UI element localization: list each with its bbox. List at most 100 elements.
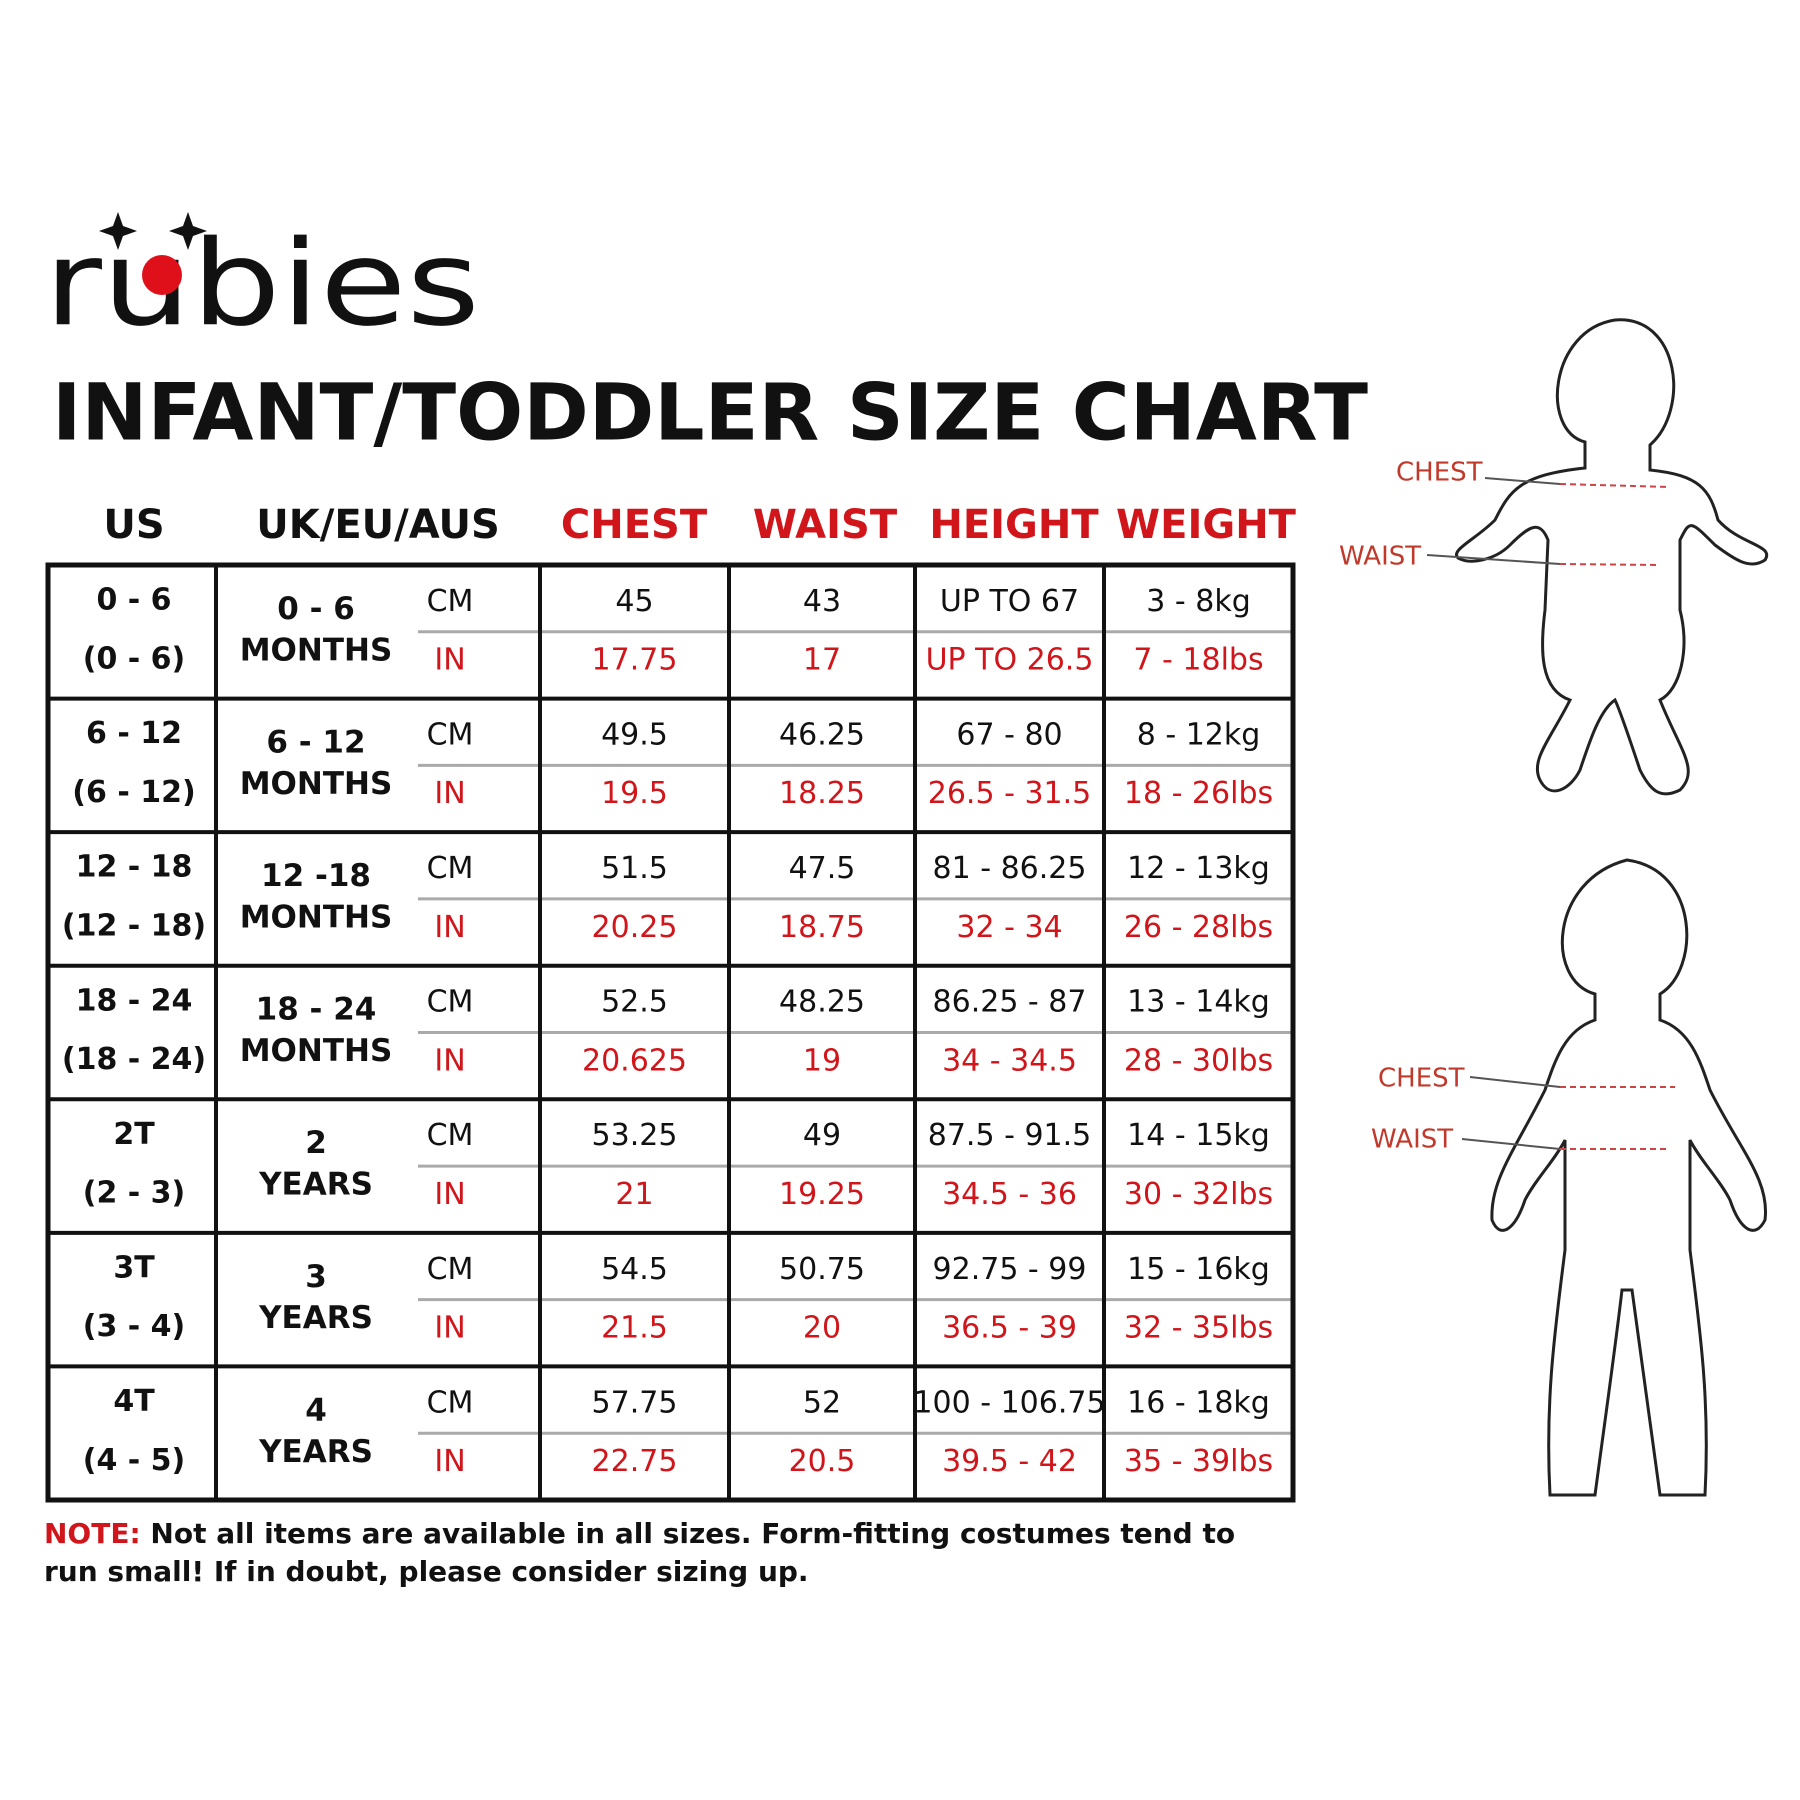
- unit: IN: [434, 1311, 465, 1346]
- in-value: 36.5 - 39: [942, 1311, 1077, 1346]
- uk-size: YEARS: [258, 1300, 373, 1336]
- in-value: 28 - 30lbs: [1124, 1043, 1273, 1078]
- in-value: 39.5 - 42: [942, 1444, 1077, 1479]
- uk-size: YEARS: [258, 1167, 373, 1203]
- table-border: [45, 562, 1296, 1503]
- us-size: 4T: [113, 1384, 155, 1419]
- uk-size: MONTHS: [240, 1033, 393, 1069]
- uk-size: MONTHS: [240, 766, 393, 802]
- column-header: WEIGHT: [1116, 502, 1297, 548]
- column-header: WAIST: [753, 502, 898, 548]
- in-value: 19: [803, 1043, 841, 1078]
- unit: CM: [427, 584, 474, 619]
- measure-label: CHEST: [1396, 458, 1483, 488]
- us-size: 0 - 6: [96, 583, 171, 618]
- us-size: (2 - 3): [83, 1176, 186, 1211]
- in-value: 18.75: [779, 910, 865, 945]
- brand-logo: rubies: [44, 214, 480, 352]
- note-text: Not all items are available in all sizes…: [44, 1517, 1236, 1588]
- cm-value: UP TO 67: [940, 584, 1079, 619]
- cm-value: 8 - 12kg: [1137, 717, 1261, 752]
- cm-value: 43: [803, 584, 841, 619]
- unit: IN: [434, 1177, 465, 1212]
- us-size: 18 - 24: [76, 983, 193, 1018]
- cm-value: 3 - 8kg: [1146, 584, 1251, 619]
- cm-value: 14 - 15kg: [1127, 1118, 1270, 1153]
- in-value: 34.5 - 36: [942, 1177, 1077, 1212]
- toddler-outline: [1490, 858, 1768, 1497]
- logo-stars: [99, 212, 207, 250]
- us-size: (4 - 5): [83, 1443, 186, 1478]
- in-value: 21: [615, 1177, 653, 1212]
- cm-value: 46.25: [779, 717, 865, 752]
- us-size: 2T: [113, 1117, 155, 1152]
- cm-value: 16 - 18kg: [1127, 1385, 1270, 1420]
- in-value: 17.75: [592, 643, 678, 678]
- cm-value: 86.25 - 87: [933, 985, 1087, 1020]
- measure-lines: [1426, 477, 1675, 1150]
- cm-value: 92.75 - 99: [933, 1252, 1087, 1287]
- column-header: HEIGHT: [929, 502, 1099, 548]
- logo-nose: [142, 255, 182, 295]
- cm-value: 15 - 16kg: [1127, 1252, 1270, 1287]
- us-size: (6 - 12): [72, 775, 195, 810]
- us-size: (0 - 6): [83, 641, 186, 676]
- in-value: 20.625: [582, 1043, 687, 1078]
- us-size: (3 - 4): [83, 1309, 186, 1344]
- unit: IN: [434, 643, 465, 678]
- cm-value: 52: [803, 1385, 841, 1420]
- column-header: UK/EU/AUS: [256, 502, 500, 548]
- in-value: 20.5: [789, 1444, 856, 1479]
- in-value: 26 - 28lbs: [1124, 910, 1273, 945]
- cm-value: 53.25: [592, 1118, 678, 1153]
- unit: CM: [427, 717, 474, 752]
- cm-value: 100 - 106.75: [913, 1385, 1105, 1420]
- cm-value: 51.5: [601, 851, 668, 886]
- in-value: 34 - 34.5: [942, 1043, 1077, 1078]
- in-value: 19.5: [601, 776, 668, 811]
- in-value: 22.75: [592, 1444, 678, 1479]
- in-value: 32 - 35lbs: [1124, 1311, 1273, 1346]
- in-value: 20.25: [592, 910, 678, 945]
- in-value: 19.25: [779, 1177, 865, 1212]
- uk-size: 12 -18: [261, 858, 371, 894]
- cm-value: 81 - 86.25: [933, 851, 1087, 886]
- cm-value: 12 - 13kg: [1127, 851, 1270, 886]
- cm-value: 67 - 80: [956, 717, 1062, 752]
- measure-label: WAIST: [1339, 542, 1421, 572]
- uk-size: 4: [305, 1392, 327, 1428]
- us-size: (12 - 18): [62, 908, 206, 943]
- uk-size: YEARS: [258, 1434, 373, 1470]
- in-value: 17: [803, 643, 841, 678]
- unit: CM: [427, 1118, 474, 1153]
- logo: rubies: [44, 212, 480, 352]
- in-value: 7 - 18lbs: [1133, 643, 1263, 678]
- us-size: 6 - 12: [86, 716, 182, 751]
- unit: CM: [427, 1385, 474, 1420]
- in-value: 35 - 39lbs: [1124, 1444, 1273, 1479]
- cm-value: 54.5: [601, 1252, 668, 1287]
- in-value: 20: [803, 1311, 841, 1346]
- column-header: CHEST: [561, 502, 708, 548]
- uk-size: 18 - 24: [256, 992, 377, 1028]
- uk-size: MONTHS: [240, 632, 393, 668]
- cm-value: 57.75: [592, 1385, 678, 1420]
- measure-label: WAIST: [1371, 1125, 1453, 1155]
- in-value: 18.25: [779, 776, 865, 811]
- unit: IN: [434, 910, 465, 945]
- note-label: NOTE:: [44, 1517, 141, 1550]
- cm-value: 13 - 14kg: [1127, 985, 1270, 1020]
- uk-size: MONTHS: [240, 899, 393, 935]
- us-size: 12 - 18: [76, 850, 193, 885]
- cm-value: 87.5 - 91.5: [928, 1118, 1092, 1153]
- column-header: US: [103, 502, 164, 548]
- cm-value: 48.25: [779, 985, 865, 1020]
- note: NOTE: Not all items are available in all…: [44, 1515, 1264, 1591]
- in-value: 32 - 34: [956, 910, 1062, 945]
- in-value: 18 - 26lbs: [1124, 776, 1273, 811]
- unit: IN: [434, 1043, 465, 1078]
- uk-size: 6 - 12: [266, 724, 365, 760]
- us-size: (18 - 24): [62, 1042, 206, 1077]
